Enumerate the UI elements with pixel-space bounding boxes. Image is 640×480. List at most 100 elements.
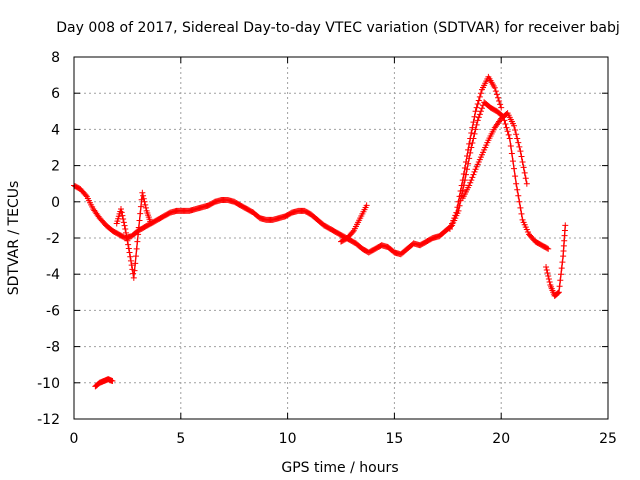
data-point-marker — [449, 220, 456, 227]
y-tick-label: -10 — [37, 376, 60, 392]
data-point-marker — [514, 186, 521, 193]
data-point-marker — [511, 165, 518, 172]
y-tick-label: -8 — [46, 340, 60, 356]
data-point-marker — [127, 257, 134, 264]
data-point-marker — [468, 177, 475, 184]
data-point-marker — [109, 377, 116, 384]
series-outlier-segment — [92, 376, 116, 390]
data-point-marker — [560, 247, 567, 254]
data-point-marker — [459, 177, 466, 184]
data-point-marker — [560, 253, 567, 260]
data-point-marker — [520, 164, 527, 171]
data-point-marker — [120, 219, 127, 226]
data-point-marker — [471, 130, 478, 137]
data-point-marker — [451, 215, 458, 222]
data-point-marker — [132, 260, 139, 267]
data-point-marker — [124, 237, 131, 244]
data-point-marker — [470, 171, 477, 178]
data-point-marker — [561, 237, 568, 244]
y-tick-label: -12 — [37, 412, 60, 428]
data-point-marker — [502, 120, 509, 127]
data-point-marker — [558, 271, 565, 278]
data-point-marker — [466, 182, 473, 189]
data-point-marker — [508, 150, 515, 157]
data-point-marker — [505, 131, 512, 138]
data-point-marker — [518, 153, 525, 160]
data-point-marker — [545, 273, 552, 280]
data-point-marker — [561, 232, 568, 239]
data-point-marker — [509, 158, 516, 165]
y-tick-label: 0 — [51, 195, 60, 211]
data-point-marker — [469, 124, 476, 131]
data-point-marker — [556, 283, 563, 290]
data-point-marker — [543, 263, 550, 270]
x-tick-label: 25 — [599, 431, 617, 447]
data-point-marker — [349, 228, 356, 235]
data-point-marker — [139, 189, 146, 196]
data-point-marker — [513, 131, 520, 138]
data-point-marker — [448, 223, 455, 230]
data-point-marker — [478, 105, 485, 112]
x-tick-label: 20 — [492, 431, 510, 447]
series-main — [71, 99, 552, 258]
data-point-marker — [504, 128, 511, 135]
x-tick-label: 0 — [70, 431, 79, 447]
data-point-marker — [543, 266, 550, 273]
y-tick-label: 6 — [51, 86, 60, 102]
data-point-marker — [467, 179, 474, 186]
data-point-marker — [557, 277, 564, 284]
data-point-marker — [469, 139, 476, 146]
data-point-marker — [446, 225, 453, 232]
data-point-marker — [135, 224, 142, 231]
data-point-marker — [544, 269, 551, 276]
data-point-marker — [147, 220, 154, 227]
y-axis-label: SDTVAR / TECUs — [6, 181, 22, 296]
data-point-marker — [119, 212, 126, 219]
data-point-marker — [545, 276, 552, 283]
data-point-marker — [546, 279, 553, 286]
data-point-marker — [140, 192, 147, 199]
data-point-marker — [457, 187, 464, 194]
data-point-marker — [466, 140, 473, 147]
data-point-marker — [562, 222, 569, 229]
series-late-segment — [543, 222, 569, 299]
data-point-marker — [559, 259, 566, 266]
data-point-marker — [477, 108, 484, 115]
data-point-marker — [125, 241, 132, 248]
data-point-marker — [522, 175, 529, 182]
data-point-marker — [135, 231, 142, 238]
data-point-marker — [471, 113, 478, 120]
y-tick-label: -2 — [46, 231, 60, 247]
data-point-marker — [555, 289, 562, 296]
plot-frame — [73, 56, 609, 420]
data-point-marker — [518, 210, 525, 217]
data-point-marker — [517, 204, 524, 211]
data-point-marker — [477, 90, 484, 97]
series-segment-13h — [338, 202, 370, 245]
grid — [74, 57, 608, 419]
data-point-marker — [560, 242, 567, 249]
y-tick-label: 4 — [51, 122, 60, 138]
data-point-marker — [523, 180, 530, 187]
data-point-marker — [118, 209, 125, 216]
data-point-marker — [468, 144, 475, 151]
data-point-marker — [453, 209, 460, 216]
data-point-marker — [82, 192, 89, 199]
data-point-marker — [132, 253, 139, 260]
data-point-marker — [475, 97, 482, 104]
data-point-marker — [122, 225, 129, 232]
data-point-marker — [120, 215, 127, 222]
y-tick-label: 2 — [51, 159, 60, 175]
data-point-marker — [492, 88, 499, 95]
data-point-marker — [475, 114, 482, 121]
data-point-marker — [494, 94, 501, 101]
data-point-marker — [544, 245, 551, 252]
data-point-marker — [462, 158, 469, 165]
data-point-marker — [464, 152, 471, 159]
series-lower-branch — [459, 110, 530, 202]
data-point-marker — [455, 198, 462, 205]
data-point-marker — [507, 142, 514, 149]
data-point-marker — [491, 84, 498, 91]
